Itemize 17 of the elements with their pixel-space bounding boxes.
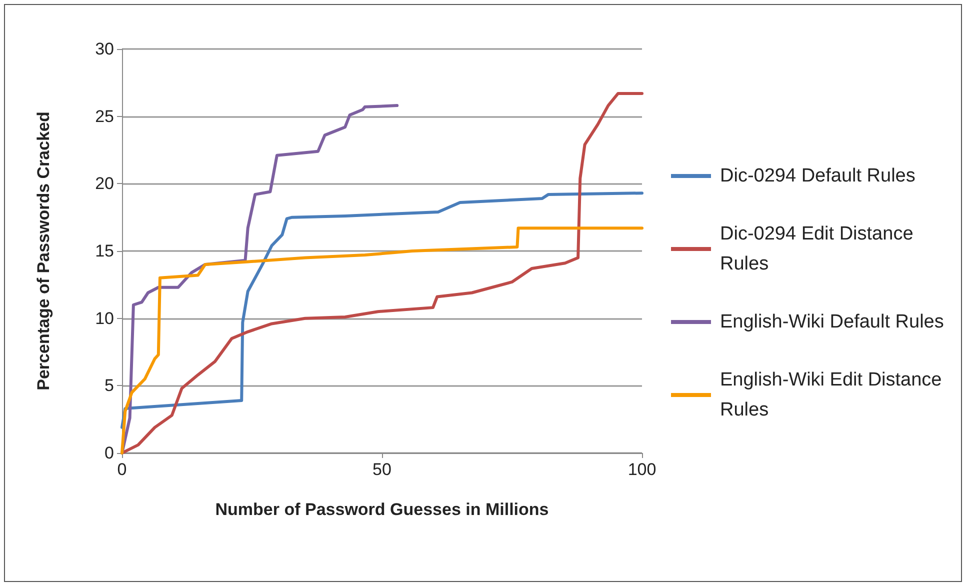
- y-axis-title: Percentage of Passwords Cracked: [34, 112, 53, 390]
- y-tick-label: 5: [104, 376, 114, 396]
- y-tick-label: 10: [95, 308, 114, 328]
- legend-label: English-Wiki Edit Distance Rules: [720, 370, 948, 420]
- y-tick-label: 15: [95, 242, 114, 260]
- x-tick-label: 50: [372, 460, 392, 479]
- line-series: [120, 192, 644, 429]
- y-tick-label: 30: [95, 40, 114, 58]
- legend-label: English-Wiki Default Rules: [720, 312, 944, 332]
- y-tick-label: 0: [104, 444, 114, 462]
- legend-label: Dic-0294 Default Rules: [720, 166, 916, 186]
- x-tick-label: 100: [628, 460, 656, 479]
- y-tick-label: 25: [95, 106, 114, 126]
- x-axis-title: Number of Password Guesses in Millions: [215, 500, 549, 519]
- legend-label: Dic-0294 Edit Distance Rules: [720, 224, 919, 274]
- y-tick-label: 20: [95, 174, 114, 194]
- x-tick-label: 0: [117, 460, 127, 479]
